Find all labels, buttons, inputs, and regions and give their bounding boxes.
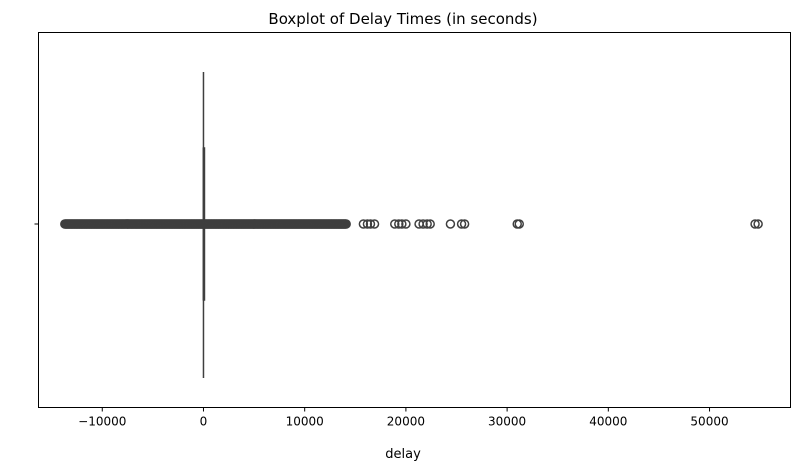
outlier-point	[397, 219, 407, 229]
outlier-point	[750, 219, 760, 229]
outlier-point	[362, 219, 373, 229]
outlier-point	[422, 219, 432, 229]
plot-area	[60, 72, 763, 378]
outlier-point	[394, 219, 404, 229]
outlier-point	[425, 219, 435, 229]
outlier-point	[456, 219, 467, 229]
x-tick-label: −10000	[78, 415, 126, 429]
x-tick-label: 10000	[286, 415, 324, 429]
outlier-point	[459, 219, 470, 229]
x-tick-label: 30000	[488, 415, 526, 429]
x-tick-label: 50000	[690, 415, 728, 429]
outlier-point	[369, 219, 380, 229]
x-tick-label: 20000	[387, 415, 425, 429]
outlier-point	[365, 219, 376, 229]
x-axis-label: delay	[385, 447, 421, 462]
outlier-dense-band	[60, 219, 351, 229]
outlier-point	[358, 219, 369, 229]
outlier-point	[341, 219, 351, 229]
chart-title: Boxplot of Delay Times (in seconds)	[268, 10, 537, 28]
outlier-point	[753, 219, 763, 229]
x-axis-ticks: −10000 0 10000 20000 30000 40000 50000	[78, 407, 729, 429]
x-tick-label: 40000	[589, 415, 627, 429]
outlier-point	[445, 219, 456, 229]
outlier-point	[401, 219, 411, 229]
x-tick-label: 0	[200, 415, 208, 429]
axes-frame	[38, 32, 791, 408]
outlier-point	[390, 219, 400, 229]
outlier-point	[514, 219, 525, 229]
outlier-point	[418, 219, 428, 229]
